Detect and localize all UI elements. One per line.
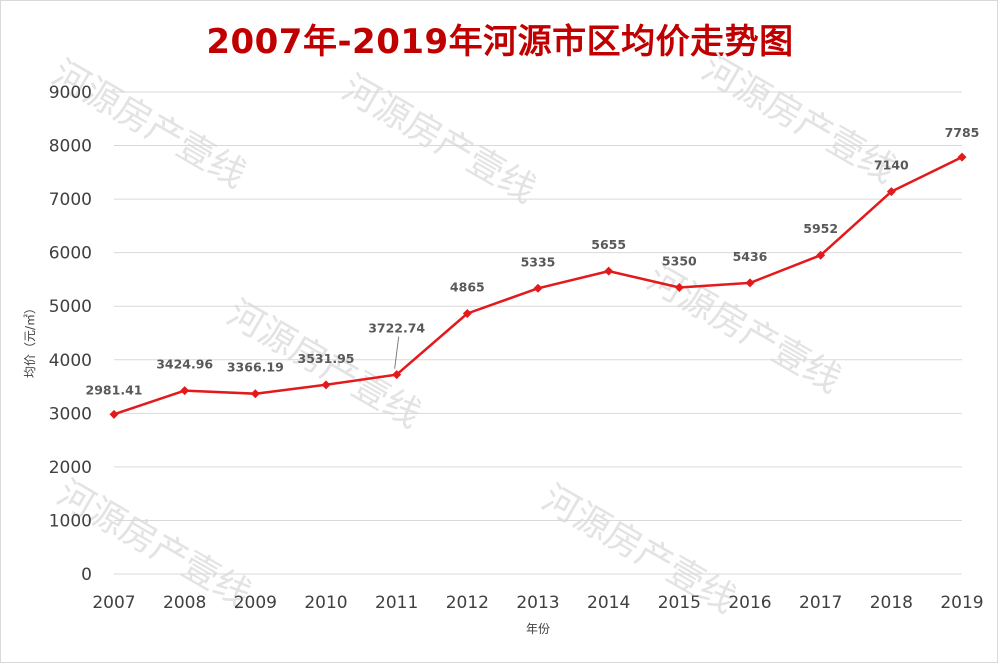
y-tick-label: 0: [81, 565, 92, 585]
data-label: 7140: [874, 158, 909, 173]
x-tick-label: 2007: [92, 593, 135, 613]
x-tick-label: 2019: [940, 593, 983, 613]
x-tick-label: 2011: [375, 593, 418, 613]
data-point: [674, 282, 684, 292]
data-label: 5335: [521, 254, 556, 269]
x-tick-label: 2008: [163, 593, 206, 613]
data-label: 3722.74: [368, 321, 425, 336]
data-label-leader-line: [394, 336, 400, 369]
data-point: [462, 308, 472, 318]
y-tick-labels: 0 1000 2000 3000 4000 5000 6000 7000 8000 9000: [49, 83, 92, 585]
y-tick-label: 4000: [49, 351, 92, 371]
y-tick-label: 3000: [49, 404, 92, 424]
data-point: [816, 250, 826, 260]
x-tick-label: 2014: [587, 593, 630, 613]
data-point: [180, 386, 190, 396]
data-label: 2981.41: [86, 382, 143, 397]
data-label: 5952: [803, 221, 838, 236]
x-tick-label: 2015: [658, 593, 701, 613]
x-tick-label: 2012: [446, 593, 489, 613]
x-tick-label: 2013: [516, 593, 559, 613]
y-tick-label: 2000: [49, 458, 92, 478]
data-point-markers: [109, 152, 967, 419]
data-point: [886, 187, 896, 197]
data-point: [109, 409, 119, 419]
x-axis-title: 年份: [526, 622, 550, 636]
y-tick-label: 7000: [49, 190, 92, 210]
y-tick-label: 5000: [49, 297, 92, 317]
data-point: [533, 283, 543, 293]
gridlines: [114, 91, 962, 575]
y-axis-title: 均价（元/㎡）: [23, 302, 37, 378]
x-tick-label: 2017: [799, 593, 842, 613]
x-tick-label: 2010: [304, 593, 347, 613]
data-label: 3424.96: [156, 357, 213, 372]
y-tick-label: 8000: [49, 137, 92, 157]
data-label: 4865: [450, 279, 485, 294]
y-tick-label: 6000: [49, 244, 92, 264]
data-labels: 2981.41 3424.96 3366.19 3531.95 3722.74 4865 5…: [86, 125, 980, 397]
data-label: 5350: [662, 253, 697, 268]
x-tick-label: 2016: [728, 593, 771, 613]
data-label: 5655: [591, 237, 626, 252]
data-point: [604, 266, 614, 276]
y-tick-label: 1000: [49, 511, 92, 531]
data-point: [321, 380, 331, 390]
data-label: 3366.19: [227, 360, 284, 375]
y-tick-label: 9000: [49, 83, 92, 103]
x-tick-label: 2009: [234, 593, 277, 613]
data-point: [745, 278, 755, 288]
data-point: [250, 389, 260, 399]
data-label: 7785: [945, 125, 980, 140]
chart-title: 2007年-2019年河源市区均价走势图: [206, 22, 794, 62]
x-tick-label: 2018: [870, 593, 913, 613]
data-label: 3531.95: [298, 351, 355, 366]
data-point: [392, 370, 402, 380]
data-label: 5436: [733, 249, 768, 264]
x-tick-labels: 2007 2008 2009 2010 2011 2012 2013 2014 2015 2016…: [92, 593, 983, 613]
data-point: [957, 152, 967, 162]
